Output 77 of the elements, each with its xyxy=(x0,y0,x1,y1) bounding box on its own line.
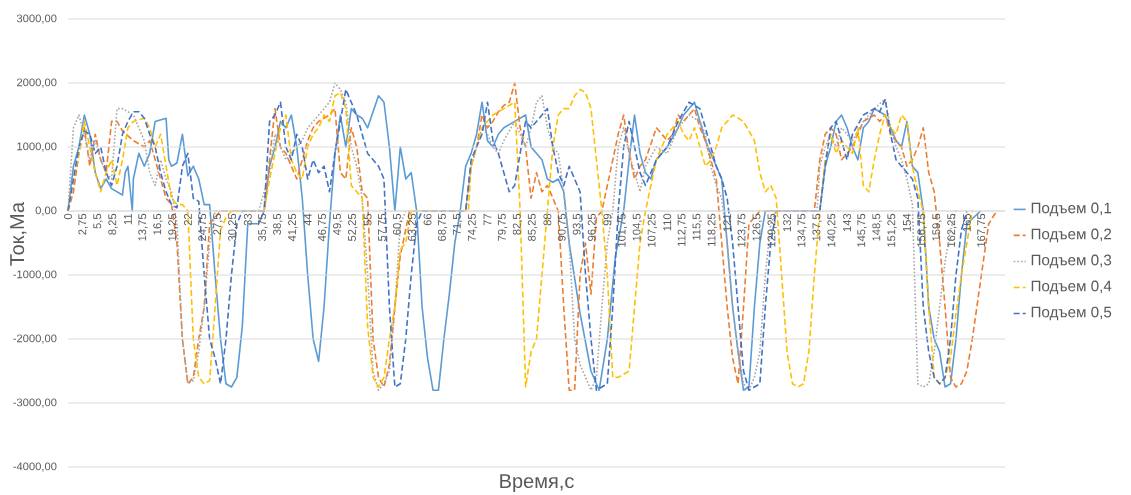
x-tick-label: 5,5 xyxy=(93,213,103,229)
x-tick-label: 156,75 xyxy=(917,213,927,247)
x-tick-label: 104,5 xyxy=(632,213,642,241)
x-tick-label: 121 xyxy=(723,213,732,232)
x-tick-label: 38,5 xyxy=(273,213,283,235)
x-tick-label: 151,25 xyxy=(887,213,897,247)
x-tick-label: 22 xyxy=(183,213,192,226)
x-axis-title: Время,с xyxy=(500,474,574,493)
x-tick-label: 57,75 xyxy=(378,213,388,241)
x-tick-label: 71,5 xyxy=(452,213,463,235)
x-tick-label: 41,25 xyxy=(288,213,298,242)
x-tick-label: 24,75 xyxy=(198,213,208,241)
x-tick-label: 82,5 xyxy=(512,213,523,235)
x-tick-label: 52,25 xyxy=(348,213,358,241)
x-tick-label: 137,5 xyxy=(812,213,822,241)
x-tick-label: 167,75 xyxy=(977,213,987,247)
x-tick-label: 77 xyxy=(483,213,492,226)
x-tick-label: 60,5 xyxy=(392,213,403,235)
x-tick-label: 44 xyxy=(303,213,312,226)
legend-label: Подъем 0,4 xyxy=(1031,280,1112,295)
x-tick-label: 2,75 xyxy=(78,213,88,235)
x-tick-label: 55 xyxy=(363,213,372,226)
x-tick-label: 162,25 xyxy=(947,213,957,247)
legend-label: Подъем 0,1 xyxy=(1031,202,1112,217)
x-tick-label: 90,75 xyxy=(557,213,568,241)
y-tick-label: -3000,00 xyxy=(13,398,57,408)
y-tick-label: -4000,00 xyxy=(13,462,57,472)
x-tick-label: 33 xyxy=(243,213,252,226)
x-tick-label: 148,5 xyxy=(872,213,882,241)
x-tick-label: 145,75 xyxy=(857,213,867,247)
x-tick-label: 88 xyxy=(543,213,552,226)
x-tick-label: 30,25 xyxy=(228,213,238,241)
x-tick-label: 99 xyxy=(603,213,612,226)
x-tick-label: 49,5 xyxy=(333,213,343,235)
x-tick-label: 27,5 xyxy=(213,213,223,235)
x-tick-label: 112,75 xyxy=(677,213,687,246)
y-tick-label: 0,00 xyxy=(35,206,57,216)
x-tick-label: 154 xyxy=(903,213,911,232)
x-tick-label: 126,5 xyxy=(752,213,762,241)
x-tick-label: 140,25 xyxy=(827,213,837,247)
x-tick-label: 35,75 xyxy=(258,213,268,241)
x-tick-label: 68,75 xyxy=(437,213,448,241)
x-tick-label: 93,5 xyxy=(572,213,582,235)
x-tick-label: 132 xyxy=(783,213,792,232)
x-tick-label: 96,25 xyxy=(587,213,597,241)
x-tick-label: 11 xyxy=(124,213,132,225)
x-tick-label: 118,25 xyxy=(707,213,717,246)
y-tick-label: 1000,00 xyxy=(17,142,57,152)
x-tick-label: 115,5 xyxy=(692,213,702,240)
x-tick-label: 110 xyxy=(663,213,672,231)
x-tick-label: 107,25 xyxy=(647,213,657,247)
x-tick-label: 66 xyxy=(423,213,432,226)
y-tick-label: -2000,00 xyxy=(13,334,57,344)
y-tick-label: 2000,00 xyxy=(17,78,57,88)
x-tick-label: 16,5 xyxy=(153,213,163,235)
legend-label: Подъем 0,2 xyxy=(1031,228,1112,243)
x-tick-label: 13,75 xyxy=(138,213,148,241)
x-tick-label: 159,5 xyxy=(932,213,942,241)
x-tick-label: 143 xyxy=(843,213,851,232)
x-tick-label: 74,25 xyxy=(467,213,478,241)
x-tick-label: 129,25 xyxy=(767,213,777,247)
x-tick-label: 63,25 xyxy=(407,213,418,241)
x-tick-label: 8,25 xyxy=(108,213,118,235)
x-tick-label: 101,75 xyxy=(617,213,627,247)
x-tick-label: 19,25 xyxy=(168,213,178,241)
y-tick-label: 3000,00 xyxy=(16,14,57,24)
x-tick-label: 123,75 xyxy=(737,213,747,247)
x-tick-label: 134,75 xyxy=(797,213,807,247)
x-tick-label: 85,25 xyxy=(527,213,538,241)
x-tick-label: 0 xyxy=(64,213,72,220)
x-tick-label: 79,75 xyxy=(497,213,508,241)
y-axis-title: Ток,Ма xyxy=(10,201,27,266)
x-tick-label: 46,75 xyxy=(318,213,328,242)
x-tick-label: 165 xyxy=(962,213,971,232)
legend-label: Подъем 0,5 xyxy=(1031,306,1112,321)
legend-label: Подъем 0,3 xyxy=(1031,254,1112,269)
y-tick-label: -1000,00 xyxy=(13,270,57,280)
